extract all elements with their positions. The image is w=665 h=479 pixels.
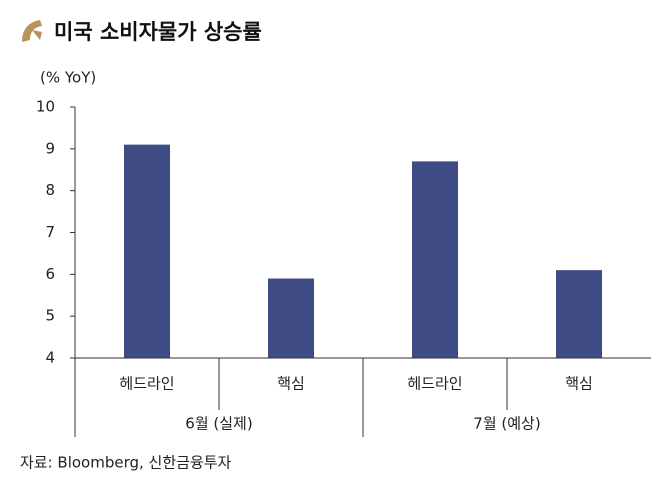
bar [268,278,314,358]
x-tick-label: 핵심 [565,375,593,393]
group-label: 7월 (예상) [473,415,540,433]
source-note: 자료: Bloomberg, 신한금융투자 [20,454,232,472]
chart-title: 미국 소비자물가 상승률 [54,20,262,44]
y-tick-label: 8 [45,181,55,199]
y-axis-label: (% YoY) [40,69,96,87]
x-tick-label: 핵심 [277,375,305,393]
title-icon [22,20,42,42]
y-tick-label: 10 [36,98,55,116]
y-tick-label: 4 [45,349,55,367]
x-tick-label: 헤드라인 [407,375,462,393]
bar [124,144,170,358]
y-tick-label: 6 [45,265,55,283]
y-tick-label: 7 [45,223,55,241]
x-tick-label: 헤드라인 [119,375,174,393]
y-tick-label: 5 [45,307,55,325]
bar [556,270,602,358]
bar [412,161,458,358]
group-label: 6월 (실제) [185,415,252,433]
y-tick-label: 9 [45,139,55,157]
